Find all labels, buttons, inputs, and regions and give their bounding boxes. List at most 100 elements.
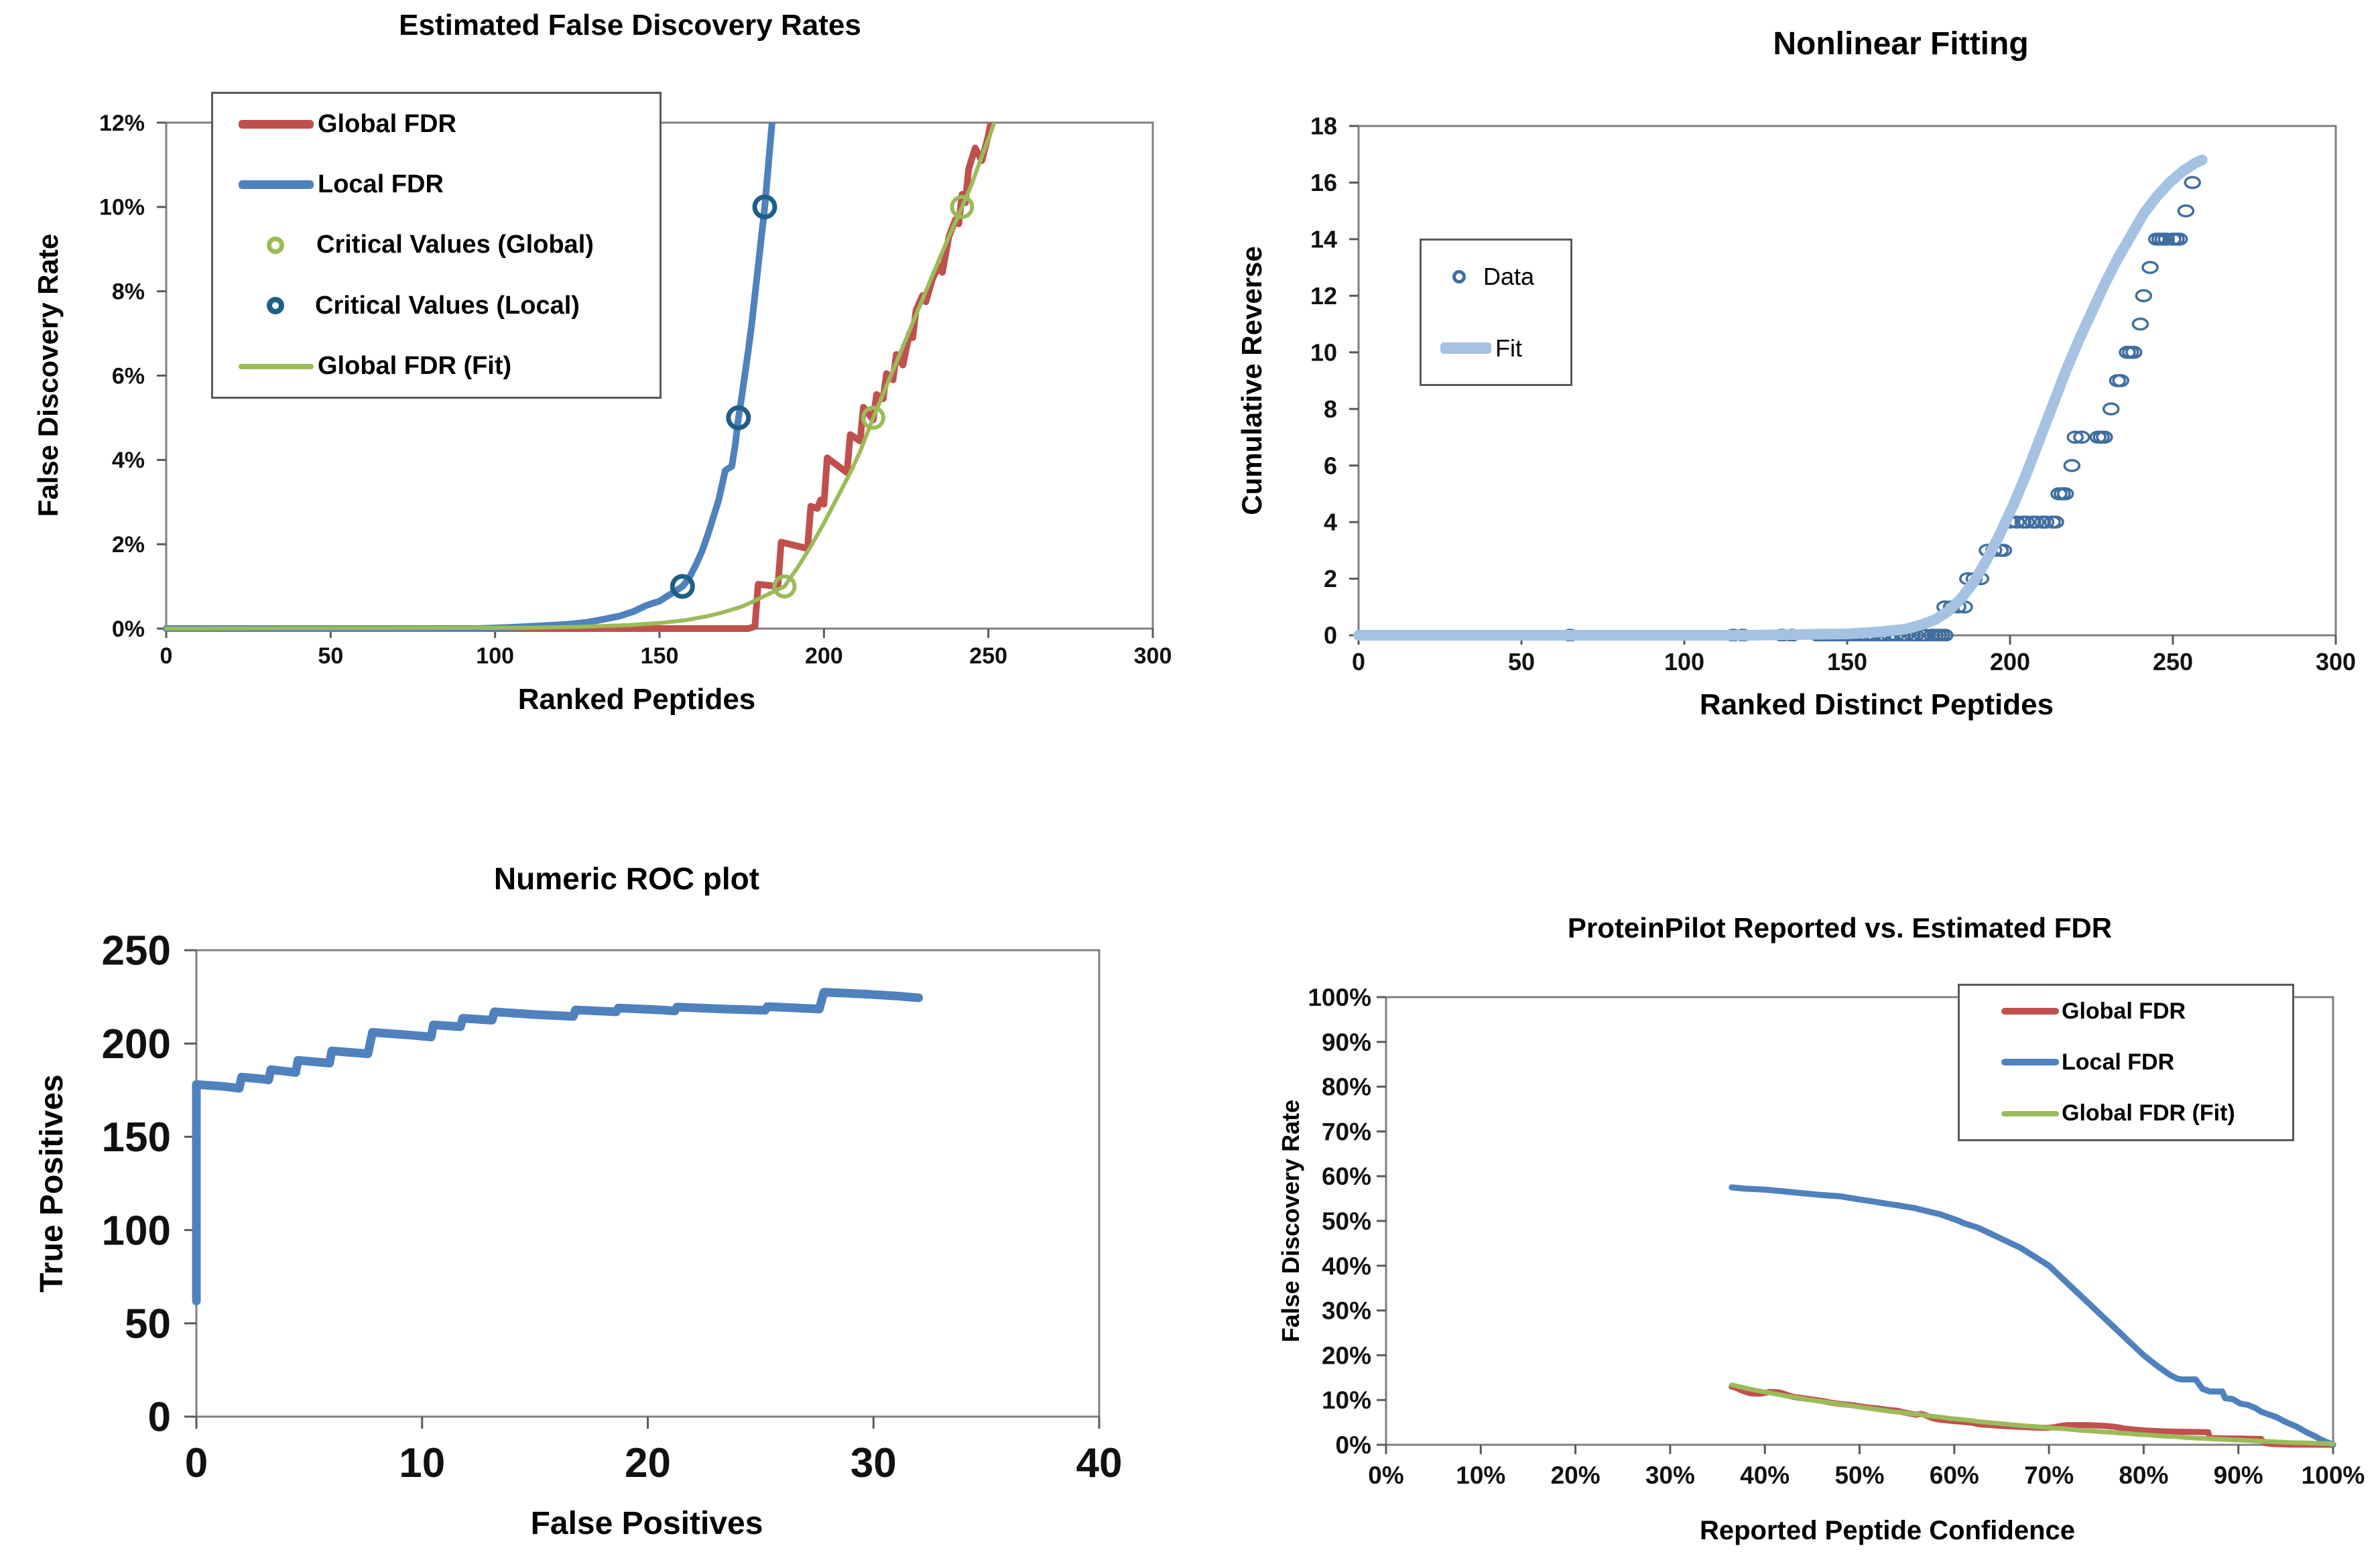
svg-text:40%: 40% [1322, 1252, 1371, 1280]
svg-text:300: 300 [1134, 643, 1172, 669]
circle-marker-swatch [1452, 269, 1466, 283]
roc-plot-canvas: 0 10 20 30 40 0 50 100 150 200 250 [102, 928, 1123, 1486]
svg-text:200: 200 [1990, 648, 2030, 675]
svg-text:10: 10 [1310, 338, 1337, 366]
x-axis-label: Reported Peptide Confidence [1699, 1516, 2076, 1545]
circle-marker-swatch [267, 297, 284, 315]
circle-marker-swatch [267, 236, 284, 254]
x-axis-label: Ranked Peptides [517, 683, 756, 716]
svg-text:90%: 90% [2214, 1462, 2263, 1489]
svg-text:150: 150 [1827, 648, 1867, 675]
line-swatch [239, 119, 314, 129]
svg-text:0: 0 [1352, 648, 1365, 675]
y-axis-label: False Discovery Rate [32, 233, 64, 517]
y-axis-label: True Positives [34, 1074, 70, 1293]
svg-text:20%: 20% [1322, 1342, 1371, 1369]
nonlinear-fitting-plot-canvas: 0 50 100 150 200 250 300 0 2 4 6 8 10 12 14 16 18 [1310, 113, 2356, 675]
legend-item-label: Critical Values (Global) [316, 231, 594, 259]
svg-text:4%: 4% [112, 448, 145, 473]
legend-item-label: Global FDR (Fit) [318, 352, 512, 381]
svg-text:50: 50 [1508, 648, 1535, 675]
chart-title: Numeric ROC plot [493, 861, 760, 896]
svg-text:30%: 30% [1322, 1297, 1371, 1325]
y-axis-label: Cumulative Reverse [1236, 246, 1267, 515]
legend-item: Fit [1440, 334, 1570, 363]
svg-text:250: 250 [969, 643, 1007, 669]
chart-numeric-roc: 0 10 20 30 40 0 50 100 150 200 250 Numeric ROC plo… [0, 776, 1190, 1552]
svg-text:20%: 20% [1551, 1462, 1601, 1489]
svg-text:12%: 12% [99, 111, 145, 136]
svg-text:10: 10 [399, 1440, 445, 1486]
svg-text:50%: 50% [1322, 1208, 1371, 1235]
svg-text:18: 18 [1310, 113, 1337, 140]
chart-title: ProteinPilot Reported vs. Estimated FDR [1567, 912, 2113, 944]
svg-text:30%: 30% [1645, 1462, 1695, 1489]
legend-item: Global FDR [239, 110, 660, 139]
svg-text:16: 16 [1310, 169, 1337, 196]
line-swatch [2001, 1059, 2059, 1066]
legend-item: Global FDR [2001, 998, 2292, 1025]
legend-item: Critical Values (Global) [239, 231, 660, 259]
svg-text:0: 0 [1324, 622, 1337, 649]
line-swatch [2001, 1008, 2059, 1015]
svg-text:70%: 70% [2024, 1462, 2074, 1489]
svg-text:80%: 80% [1322, 1074, 1371, 1101]
svg-text:150: 150 [102, 1114, 171, 1161]
chart-title: Nonlinear Fitting [1773, 26, 2029, 62]
svg-text:60%: 60% [1322, 1163, 1371, 1190]
svg-text:40: 40 [1076, 1440, 1123, 1486]
svg-text:300: 300 [2316, 648, 2356, 675]
legend-box: Global FDR Local FDR Global FDR (Fit) [1958, 984, 2294, 1141]
legend-box: Data Fit [1420, 239, 1572, 386]
svg-text:0: 0 [160, 643, 173, 669]
svg-text:10%: 10% [1456, 1462, 1505, 1489]
svg-text:100: 100 [102, 1208, 171, 1254]
svg-text:0%: 0% [1368, 1462, 1403, 1489]
svg-text:250: 250 [102, 928, 171, 974]
legend-item: Local FDR [239, 170, 660, 199]
legend-box: Global FDR Local FDR Critical Values (Gl… [211, 92, 662, 399]
svg-text:30: 30 [851, 1440, 897, 1486]
legend-item-label: Critical Values (Local) [315, 291, 580, 320]
svg-text:2%: 2% [112, 532, 145, 558]
proteinpilot-plot-canvas: 0% 10% 20% 30% 40% 50% 60% 70% 80% 90% 100% 0% 10% 20… [1308, 984, 2365, 1489]
svg-text:150: 150 [641, 643, 679, 669]
legend-item: Global FDR (Fit) [239, 352, 660, 381]
legend-item-label: Local FDR [2062, 1049, 2175, 1075]
chart-nonlinear-fitting: 0 50 100 150 200 250 300 0 2 4 6 8 10 12 14 16 18 Nonlin… [1190, 0, 2380, 776]
svg-text:6%: 6% [112, 363, 145, 389]
svg-text:100%: 100% [1308, 984, 1371, 1011]
svg-text:0%: 0% [112, 617, 145, 642]
svg-text:6: 6 [1324, 452, 1337, 479]
svg-text:250: 250 [2153, 648, 2193, 675]
svg-text:100: 100 [1664, 648, 1704, 675]
svg-text:50%: 50% [1834, 1462, 1884, 1489]
legend-item: Critical Values (Local) [239, 292, 660, 320]
svg-text:100%: 100% [2302, 1462, 2365, 1489]
line-swatch [1440, 342, 1491, 354]
estimated-fdr-plot-canvas: 0 50 100 150 200 250 300 0% 2% 4% 6% 8% 10% 12% [99, 111, 1172, 669]
svg-text:10%: 10% [99, 195, 145, 220]
svg-text:8: 8 [1324, 395, 1337, 423]
chart-proteinpilot-fdr: 0% 10% 20% 30% 40% 50% 60% 70% 80% 90% 100% 0% 10% 20… [1190, 776, 2380, 1552]
svg-text:50: 50 [318, 643, 343, 669]
svg-text:200: 200 [102, 1021, 171, 1068]
x-axis-label: Ranked Distinct Peptides [1699, 688, 2054, 721]
svg-text:60%: 60% [1930, 1462, 1979, 1489]
svg-text:50: 50 [125, 1301, 171, 1348]
legend-item: Global FDR (Fit) [2001, 1100, 2292, 1126]
svg-text:40%: 40% [1740, 1462, 1790, 1489]
legend-item-label: Global FDR (Fit) [2062, 1100, 2235, 1126]
svg-text:12: 12 [1310, 282, 1337, 310]
legend-item: Data [1440, 263, 1570, 291]
svg-text:100: 100 [476, 643, 514, 669]
y-axis-label: False Discovery Rate [1277, 1099, 1304, 1343]
legend-item-label: Global FDR [2062, 998, 2186, 1024]
line-swatch [239, 363, 314, 369]
svg-text:0: 0 [185, 1440, 208, 1486]
legend-item-label: Fit [1495, 334, 1522, 362]
svg-text:70%: 70% [1322, 1118, 1371, 1145]
x-axis-label: False Positives [530, 1506, 763, 1541]
legend-item: Local FDR [2001, 1049, 2292, 1076]
